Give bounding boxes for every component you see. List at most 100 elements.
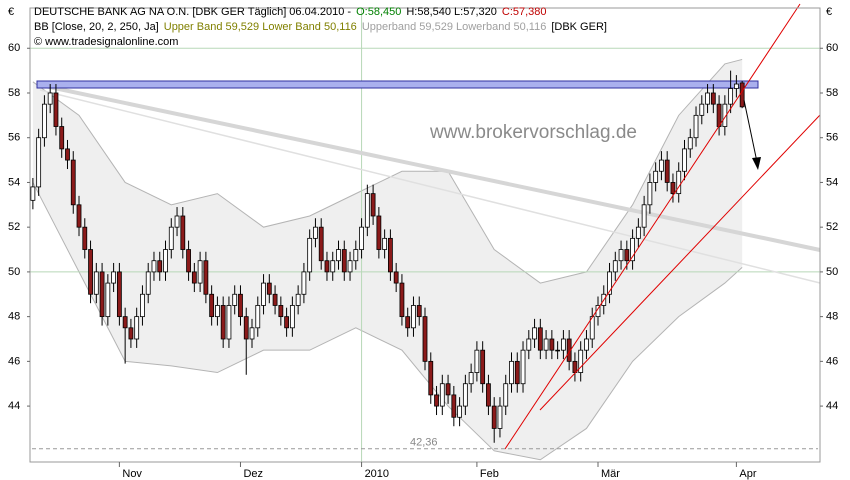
- candle-body: [439, 383, 445, 407]
- annotations: [504, 3, 821, 450]
- candle-body: [301, 271, 307, 295]
- header-text: Upperband 59,529 Lowerband 50,116: [362, 21, 547, 33]
- watermark: www.brokervorschlag.de: [429, 122, 637, 143]
- candle-body: [220, 305, 226, 340]
- candle-body: [243, 316, 249, 340]
- candle-body: [203, 260, 209, 295]
- plot-frame: [29, 7, 821, 463]
- candle-body: [520, 349, 526, 385]
- candle-body: [428, 360, 434, 396]
- candle-body: [416, 305, 422, 318]
- x-tick-label: Dez: [243, 468, 263, 480]
- candle-body: [468, 372, 474, 385]
- candle-body: [641, 204, 647, 228]
- currency-label: €: [826, 6, 832, 18]
- support-line: [504, 3, 801, 450]
- candle-body: [278, 305, 284, 318]
- candle-body: [693, 114, 699, 139]
- candle-body: [191, 271, 197, 284]
- candle-body: [261, 282, 266, 306]
- candle-body: [491, 405, 497, 429]
- upper-band: [32, 58, 743, 284]
- candle-body: [209, 293, 215, 318]
- candle-body: [451, 394, 457, 418]
- y-tick-label: 60: [826, 42, 838, 54]
- candle-body: [607, 271, 612, 295]
- candle-body: [111, 271, 117, 284]
- candle-body: [59, 126, 65, 150]
- candle-body: [474, 349, 480, 373]
- header-text: H:58,540 L:57,320: [406, 6, 497, 18]
- candle-body: [532, 327, 537, 340]
- candle-body: [289, 305, 295, 329]
- y-tick-label: 54: [8, 176, 20, 188]
- y-tick-label: 52: [8, 221, 20, 233]
- candle-body: [145, 271, 151, 295]
- candle-body: [687, 137, 693, 150]
- candle-body: [670, 182, 676, 195]
- y-tick-label: 50: [8, 266, 20, 278]
- y-tick-label: 58: [8, 87, 20, 99]
- candle-body: [295, 293, 301, 306]
- candle-body: [272, 293, 278, 306]
- candle-body: [163, 249, 168, 273]
- y-tick-label: 60: [8, 42, 20, 54]
- y-tick-label: 46: [8, 355, 20, 367]
- candle-body: [88, 249, 93, 295]
- candle-body: [480, 349, 486, 385]
- candle-body: [99, 271, 105, 318]
- candle-body: [705, 92, 710, 105]
- x-tick-label: 2010: [365, 468, 389, 480]
- header-text: BB [Close, 20, 2, 250, Ja]: [34, 21, 159, 33]
- y-tick-label: 44: [826, 400, 838, 412]
- candle-body: [330, 260, 336, 273]
- y-tick-label: 52: [826, 221, 838, 233]
- candle-body: [647, 182, 653, 206]
- y-tick-label: 58: [826, 87, 838, 99]
- candle-body: [503, 383, 509, 407]
- header-text: DEUTSCHE BANK AG NA O.N. [DBK GER Täglic…: [34, 6, 351, 18]
- candle-body: [722, 103, 728, 127]
- candle-body: [584, 338, 589, 351]
- candle-body: [364, 193, 370, 228]
- candle-body: [157, 260, 163, 273]
- band-fill: [32, 59, 743, 460]
- candle-body: [36, 137, 42, 188]
- candle-body: [215, 305, 220, 318]
- candle-body: [168, 226, 174, 250]
- candle-body: [65, 148, 70, 161]
- y-tick-label: 50: [826, 266, 838, 278]
- candle-body: [255, 305, 261, 329]
- trend-line: [39, 89, 821, 284]
- y-tick-label: 44: [8, 400, 20, 412]
- candle-body: [497, 405, 503, 429]
- candle-body: [284, 316, 290, 329]
- candle-body: [336, 249, 341, 262]
- min-label: 42,36: [410, 437, 438, 449]
- y-tick-label: 54: [826, 176, 838, 188]
- candle-body: [572, 360, 578, 373]
- candle-body: [699, 103, 705, 116]
- y-tick-label: 56: [826, 132, 838, 144]
- candle-body: [555, 349, 561, 352]
- x-tick-label: Mär: [601, 468, 620, 480]
- candle-body: [462, 383, 468, 407]
- candle-body: [618, 249, 624, 262]
- header-text: Upper Band 59,529 Lower Band 50,116: [164, 21, 357, 33]
- candle-body: [739, 82, 745, 108]
- candle-body: [180, 215, 186, 250]
- candle-body: [457, 405, 462, 418]
- header-line: BB [Close, 20, 2, 250, Ja] Upper Band 59,…: [34, 21, 607, 33]
- candle-body: [105, 282, 111, 318]
- candle-body: [422, 316, 428, 362]
- candle-body: [307, 237, 313, 273]
- candle-body: [630, 237, 635, 262]
- header-text: O:58,450: [356, 6, 401, 18]
- candle-body: [710, 92, 716, 105]
- header-line: DEUTSCHE BANK AG NA O.N. [DBK GER Täglic…: [34, 6, 547, 18]
- arrow: [743, 99, 758, 163]
- candle-body: [486, 383, 491, 407]
- candle-body: [664, 159, 670, 183]
